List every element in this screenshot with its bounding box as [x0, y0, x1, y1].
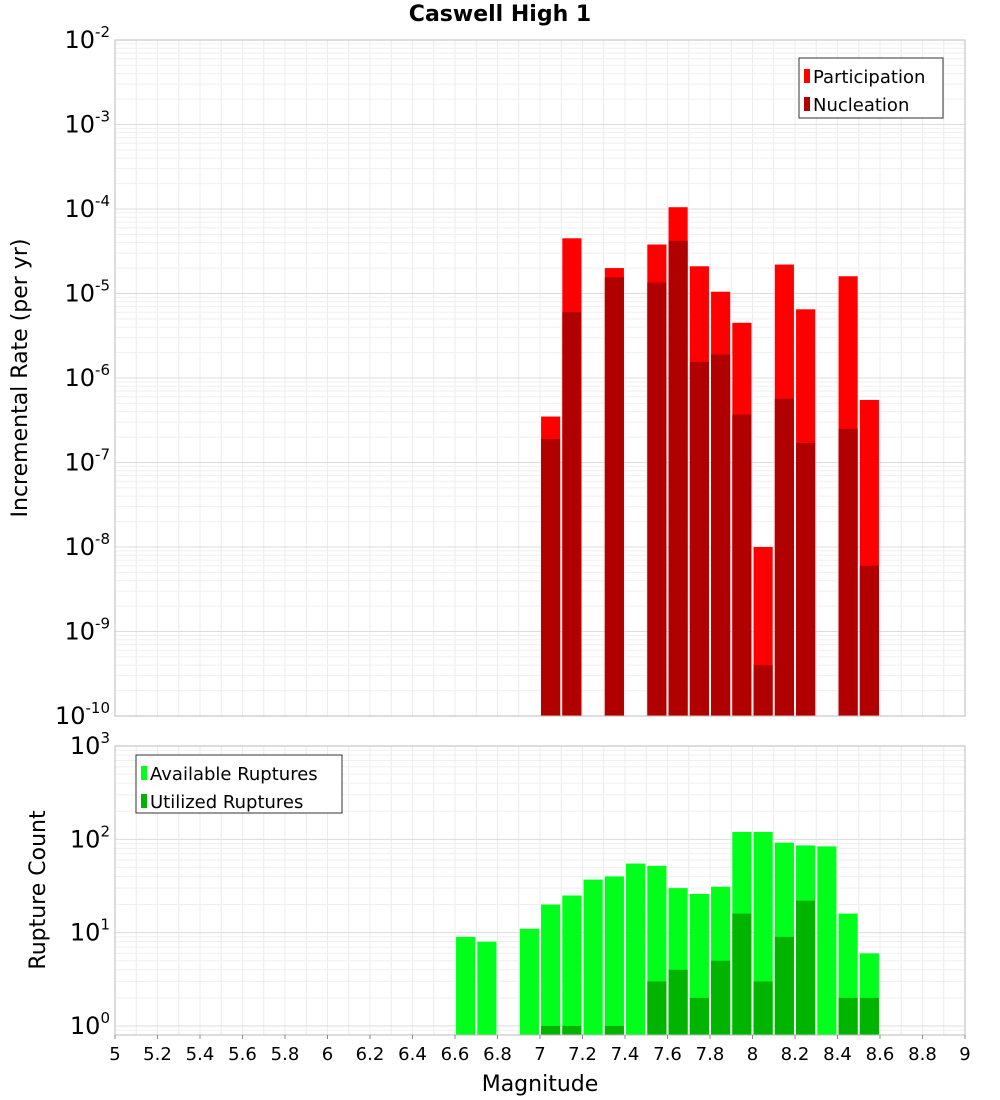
y-tick-label: 10-4 — [64, 192, 110, 223]
y-tick-label: 10-7 — [64, 446, 110, 477]
top-plot-frame — [114, 39, 966, 717]
bar-available-ruptures — [626, 863, 646, 1035]
bar-utilized-ruptures — [711, 960, 731, 1035]
legend-box — [135, 754, 343, 814]
top-grid — [114, 40, 966, 717]
x-tick-label: 8.4 — [823, 1044, 852, 1065]
bar-utilized-ruptures — [774, 936, 794, 1035]
legend-label: Participation — [813, 67, 925, 88]
y-tick-label: 102 — [70, 822, 110, 853]
bar-available-ruptures — [541, 904, 561, 1035]
bar-utilized-ruptures — [668, 969, 688, 1035]
bar-utilized-ruptures — [753, 981, 773, 1035]
y-tick-label: 101 — [70, 916, 110, 947]
bar-available-ruptures — [817, 846, 837, 1035]
x-tick-label: 6.4 — [398, 1044, 427, 1065]
bar-utilized-ruptures — [541, 1025, 561, 1035]
x-axis-label: Magnitude — [482, 1072, 599, 1097]
y-tick-label: 10-5 — [64, 277, 110, 308]
bar-utilized-ruptures — [689, 997, 709, 1035]
x-ticks: 5 5.2 5.4 5.6 5.8 6 6.2 6.4 6.6 6.8 7 7.2 7.4 7.6 7.8 8… — [109, 1035, 971, 1065]
bar-nucleation — [689, 361, 709, 716]
bar-available-ruptures — [456, 936, 476, 1035]
top-y-axis-label: Incremental Rate (per yr) — [8, 239, 33, 518]
legend-box — [798, 57, 944, 119]
x-tick-label: 8.6 — [866, 1044, 895, 1065]
x-tick-label: 5.6 — [228, 1044, 257, 1065]
bar-available-ruptures — [604, 876, 624, 1035]
y-tick-label: 10-8 — [64, 530, 110, 561]
bottom-bars — [456, 831, 879, 1035]
bar-utilized-ruptures — [732, 913, 752, 1035]
y-tick-label: 10-6 — [64, 361, 110, 392]
x-tick-label: 7.2 — [568, 1044, 597, 1065]
bottom-y-axis-label: Rupture Count — [26, 810, 51, 970]
x-tick-label: 8.8 — [908, 1044, 937, 1065]
bar-available-ruptures — [562, 895, 582, 1035]
bar-nucleation — [732, 414, 752, 716]
top-bars — [541, 207, 879, 717]
bar-nucleation — [796, 443, 816, 716]
x-tick-label: 7.8 — [696, 1044, 725, 1065]
bar-available-ruptures — [583, 879, 603, 1035]
x-tick-label: 7.4 — [611, 1044, 640, 1065]
y-tick-label: 10-2 — [64, 23, 110, 54]
y-tick-label: 10-9 — [64, 615, 110, 646]
bar-utilized-ruptures — [796, 900, 816, 1035]
legend-label: Nucleation — [813, 95, 909, 116]
bottom-legend: Available Ruptures Utilized Ruptures — [135, 754, 343, 814]
bar-nucleation — [838, 428, 858, 716]
y-tick-label: 100 — [70, 1009, 110, 1040]
bar-utilized-ruptures — [647, 981, 667, 1035]
y-tick-label: 10-10 — [55, 699, 110, 730]
legend-swatch — [141, 794, 147, 808]
bar-nucleation — [604, 277, 624, 716]
top-y-ticks: 10-10 10-9 10-8 10-7 10-6 10-5 10-4 10-3 10-2 — [55, 23, 110, 730]
y-tick-label: 103 — [70, 729, 110, 760]
x-tick-label: 8.2 — [781, 1044, 810, 1065]
bar-nucleation — [753, 665, 773, 716]
x-tick-label: 5.2 — [143, 1044, 172, 1065]
bar-nucleation — [668, 240, 688, 716]
x-tick-label: 7.6 — [653, 1044, 682, 1065]
x-tick-label: 6.6 — [441, 1044, 470, 1065]
legend-swatch — [141, 766, 147, 780]
x-tick-label: 8 — [747, 1044, 758, 1065]
x-tick-label: 5.8 — [271, 1044, 300, 1065]
x-tick-label: 7 — [534, 1044, 545, 1065]
legend-swatch — [804, 69, 810, 83]
bar-nucleation — [541, 438, 561, 716]
bar-utilized-ruptures — [604, 1025, 624, 1035]
x-tick-label: 5.4 — [186, 1044, 215, 1065]
bottom-y-ticks: 100 101 102 103 — [70, 729, 110, 1040]
x-tick-label: 5 — [109, 1044, 120, 1065]
bar-nucleation — [859, 565, 879, 716]
chart-title: Caswell High 1 — [408, 2, 592, 27]
bar-utilized-ruptures — [859, 997, 879, 1035]
bar-available-ruptures — [519, 928, 539, 1035]
x-tick-label: 6 — [322, 1044, 333, 1065]
x-tick-label: 6.8 — [483, 1044, 512, 1065]
bar-utilized-ruptures — [838, 997, 858, 1035]
bar-available-ruptures — [477, 941, 497, 1035]
legend-swatch — [804, 97, 810, 111]
x-tick-label: 9 — [959, 1044, 970, 1065]
legend-label: Utilized Ruptures — [150, 792, 303, 813]
bar-nucleation — [774, 398, 794, 716]
bar-nucleation — [647, 282, 667, 716]
legend-label: Available Ruptures — [150, 764, 318, 785]
bar-nucleation — [562, 312, 582, 716]
top-legend: Participation Nucleation — [798, 57, 944, 119]
y-tick-label: 10-3 — [64, 108, 110, 139]
bar-nucleation — [711, 354, 731, 716]
bar-utilized-ruptures — [562, 1025, 582, 1035]
x-tick-label: 6.2 — [356, 1044, 385, 1065]
